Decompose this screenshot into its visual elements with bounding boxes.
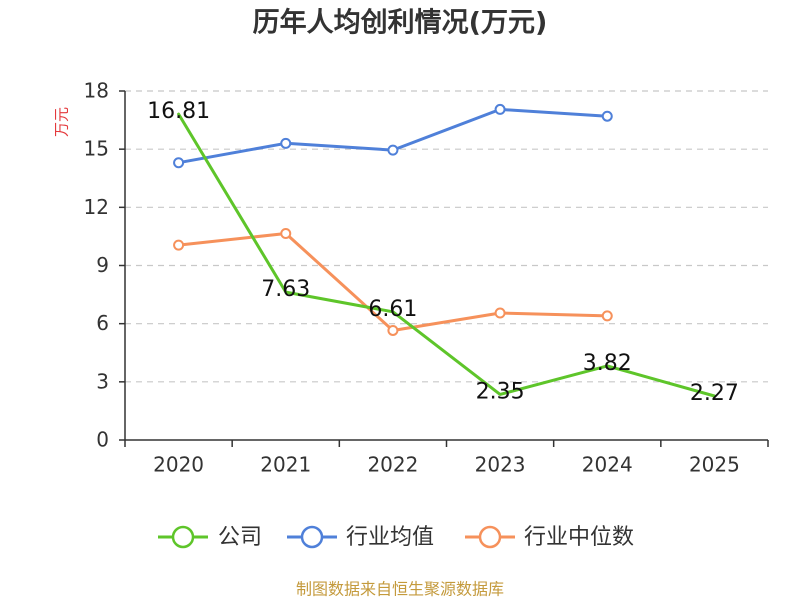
data-label-company: 2.35 xyxy=(476,379,525,404)
x-tick-label: 2023 xyxy=(475,453,526,477)
legend-label-company: 公司 xyxy=(218,525,262,550)
y-tick-label: 12 xyxy=(84,195,109,219)
legend-marker-industry-median xyxy=(478,525,502,549)
data-labels: 16.81 7.63 6.61 2.35 3.82 2.27 xyxy=(147,99,739,406)
tick-labels: 0 3 6 9 12 15 18 2020 2021 2022 2023 2024 2025 xyxy=(84,79,740,477)
legend-label-industry-average: 行业均值 xyxy=(346,525,434,550)
x-tick-label: 2021 xyxy=(260,453,311,477)
legend-item-industry-average[interactable]: 行业均值 xyxy=(287,525,434,550)
axes xyxy=(119,90,769,447)
chart-title: 历年人均创利情况(万元) xyxy=(253,7,548,39)
series-point-industry-median xyxy=(280,228,292,240)
legend-item-company[interactable]: 公司 xyxy=(158,525,262,550)
legend-label-industry-median: 行业中位数 xyxy=(524,525,634,550)
series-line-company xyxy=(177,112,716,398)
y-axis-label: 万元 xyxy=(53,107,71,137)
legend: 公司 行业均值 行业中位数 xyxy=(158,525,634,550)
legend-item-industry-median[interactable]: 行业中位数 xyxy=(465,525,634,550)
y-tick-label: 6 xyxy=(96,311,109,335)
series-point-industry-median xyxy=(601,310,613,322)
x-tick-label: 2020 xyxy=(153,453,204,477)
y-tick-label: 0 xyxy=(96,428,109,452)
x-tick-label: 2024 xyxy=(582,453,633,477)
x-tick-label: 2022 xyxy=(367,453,418,477)
series-point-industry-median xyxy=(387,324,399,336)
data-label-company: 3.82 xyxy=(583,351,632,376)
series-point-industry-average xyxy=(601,110,613,122)
y-tick-label: 15 xyxy=(84,137,109,161)
y-tick-label: 9 xyxy=(96,253,109,277)
data-label-company: 16.81 xyxy=(147,99,210,124)
data-label-company: 6.61 xyxy=(368,297,417,322)
series-point-industry-median xyxy=(173,239,185,251)
gridlines xyxy=(125,90,768,383)
data-source-footer: 制图数据来自恒生聚源数据库 xyxy=(296,580,504,599)
series-point-industry-average xyxy=(387,144,399,156)
data-label-company: 7.63 xyxy=(261,277,310,302)
y-tick-label: 18 xyxy=(84,79,109,103)
series-point-industry-average xyxy=(173,157,185,169)
series-point-industry-average xyxy=(280,137,292,149)
legend-marker-industry-average xyxy=(300,525,324,549)
series-layer xyxy=(173,103,716,398)
series-point-industry-average xyxy=(494,103,506,115)
data-label-company: 2.27 xyxy=(690,381,739,406)
series-point-industry-median xyxy=(494,307,506,319)
y-tick-label: 3 xyxy=(96,369,109,393)
x-tick-label: 2025 xyxy=(689,453,740,477)
legend-marker-company xyxy=(171,525,195,549)
